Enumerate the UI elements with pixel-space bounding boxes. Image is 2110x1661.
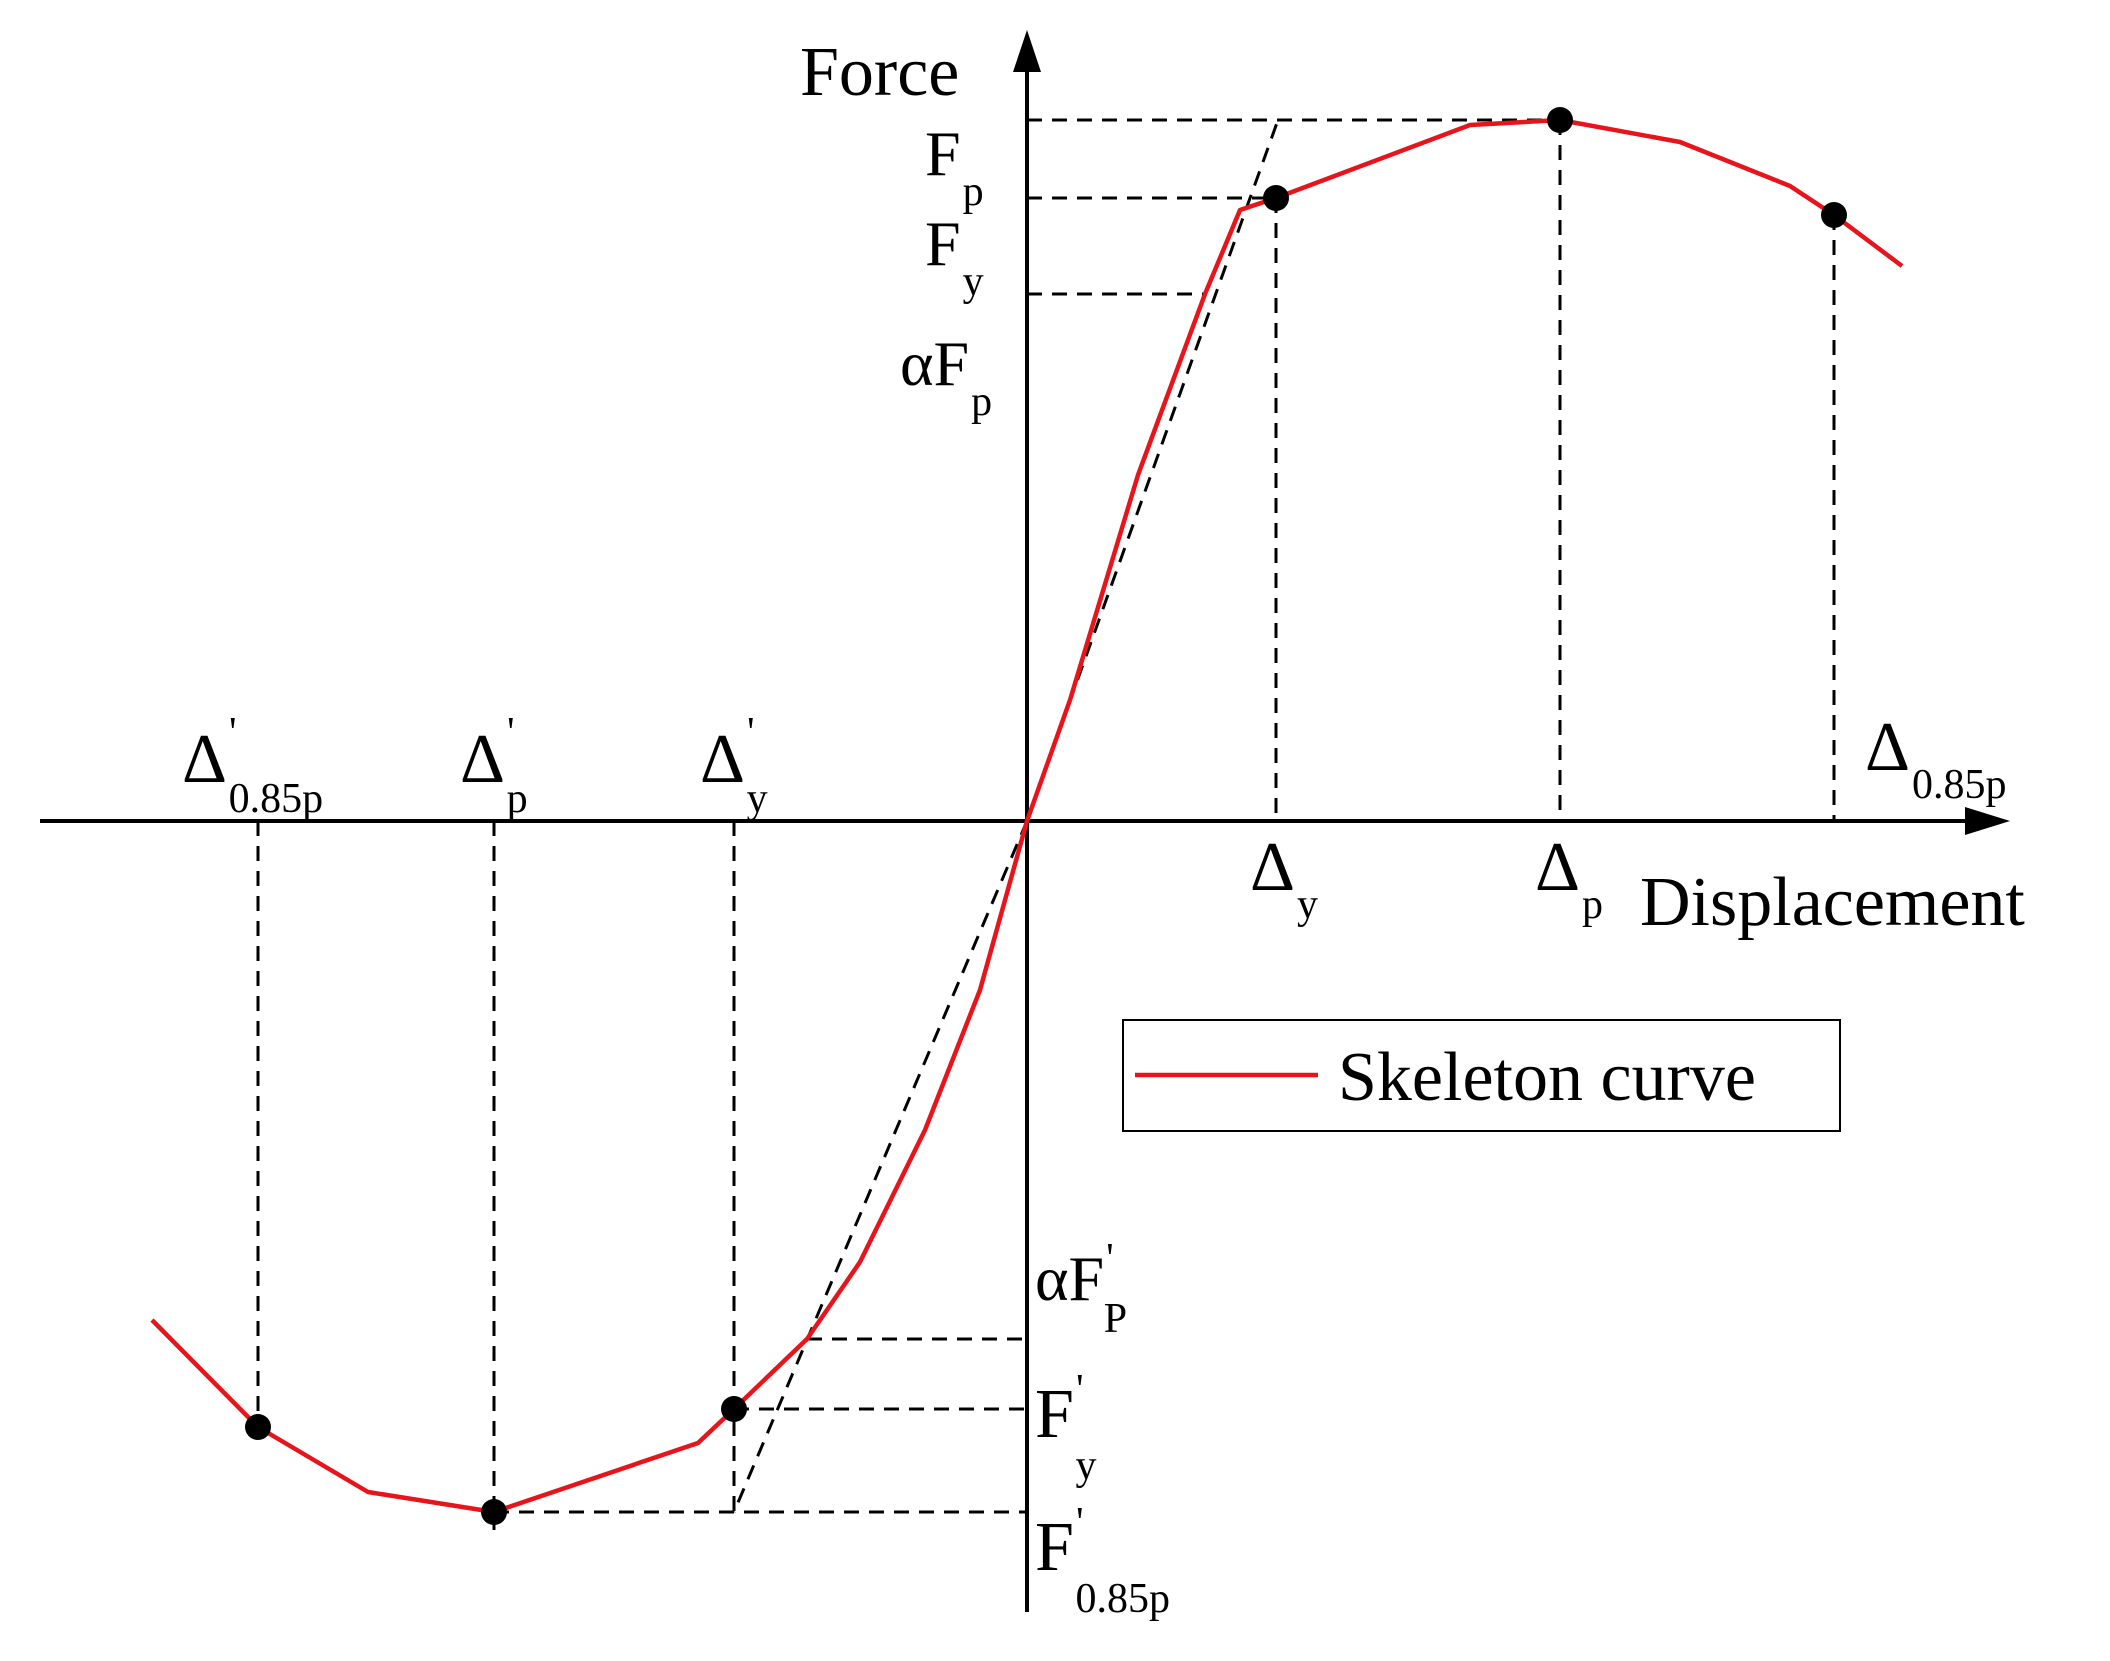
label-fy-neg: F' y: [1035, 1367, 1097, 1489]
x-axis-title: Displacement: [1640, 864, 2025, 941]
y-axis-title: Force: [800, 34, 959, 111]
label-dp: Δp: [1535, 829, 1603, 928]
label-afp-neg: αF' P: [1035, 1236, 1127, 1342]
label-d085-neg: Δ' 0.85p: [182, 710, 323, 822]
guide-lines: [256, 118, 1836, 1530]
label-f085-neg: F' 0.85p: [1035, 1500, 1170, 1622]
point-ultimate-neg: [245, 1414, 271, 1440]
point-peak-neg: [481, 1499, 507, 1525]
y-axis-arrow: [1013, 30, 1041, 72]
label-fp: Fp: [925, 118, 984, 215]
legend-label: Skeleton curve: [1338, 1039, 1756, 1116]
point-ultimate: [1821, 202, 1847, 228]
key-points: [245, 107, 1847, 1525]
axes: [40, 30, 2010, 1612]
x-axis-arrow: [1965, 807, 2010, 835]
skeleton-curve: [150, 117, 1904, 1515]
label-dy: Δy: [1250, 829, 1318, 928]
label-fy: Fy: [925, 208, 984, 305]
label-afp: αFp: [900, 328, 992, 425]
label-d085: Δ0.85p: [1865, 709, 2007, 808]
point-yield-neg: [721, 1396, 747, 1422]
legend: Skeleton curve: [1122, 1019, 1841, 1132]
point-peak: [1547, 107, 1573, 133]
secant-negative: [732, 820, 1029, 1513]
label-dp-neg: Δ' p: [460, 710, 528, 822]
label-dy-neg: Δ' y: [700, 710, 768, 822]
point-yield: [1263, 185, 1289, 211]
